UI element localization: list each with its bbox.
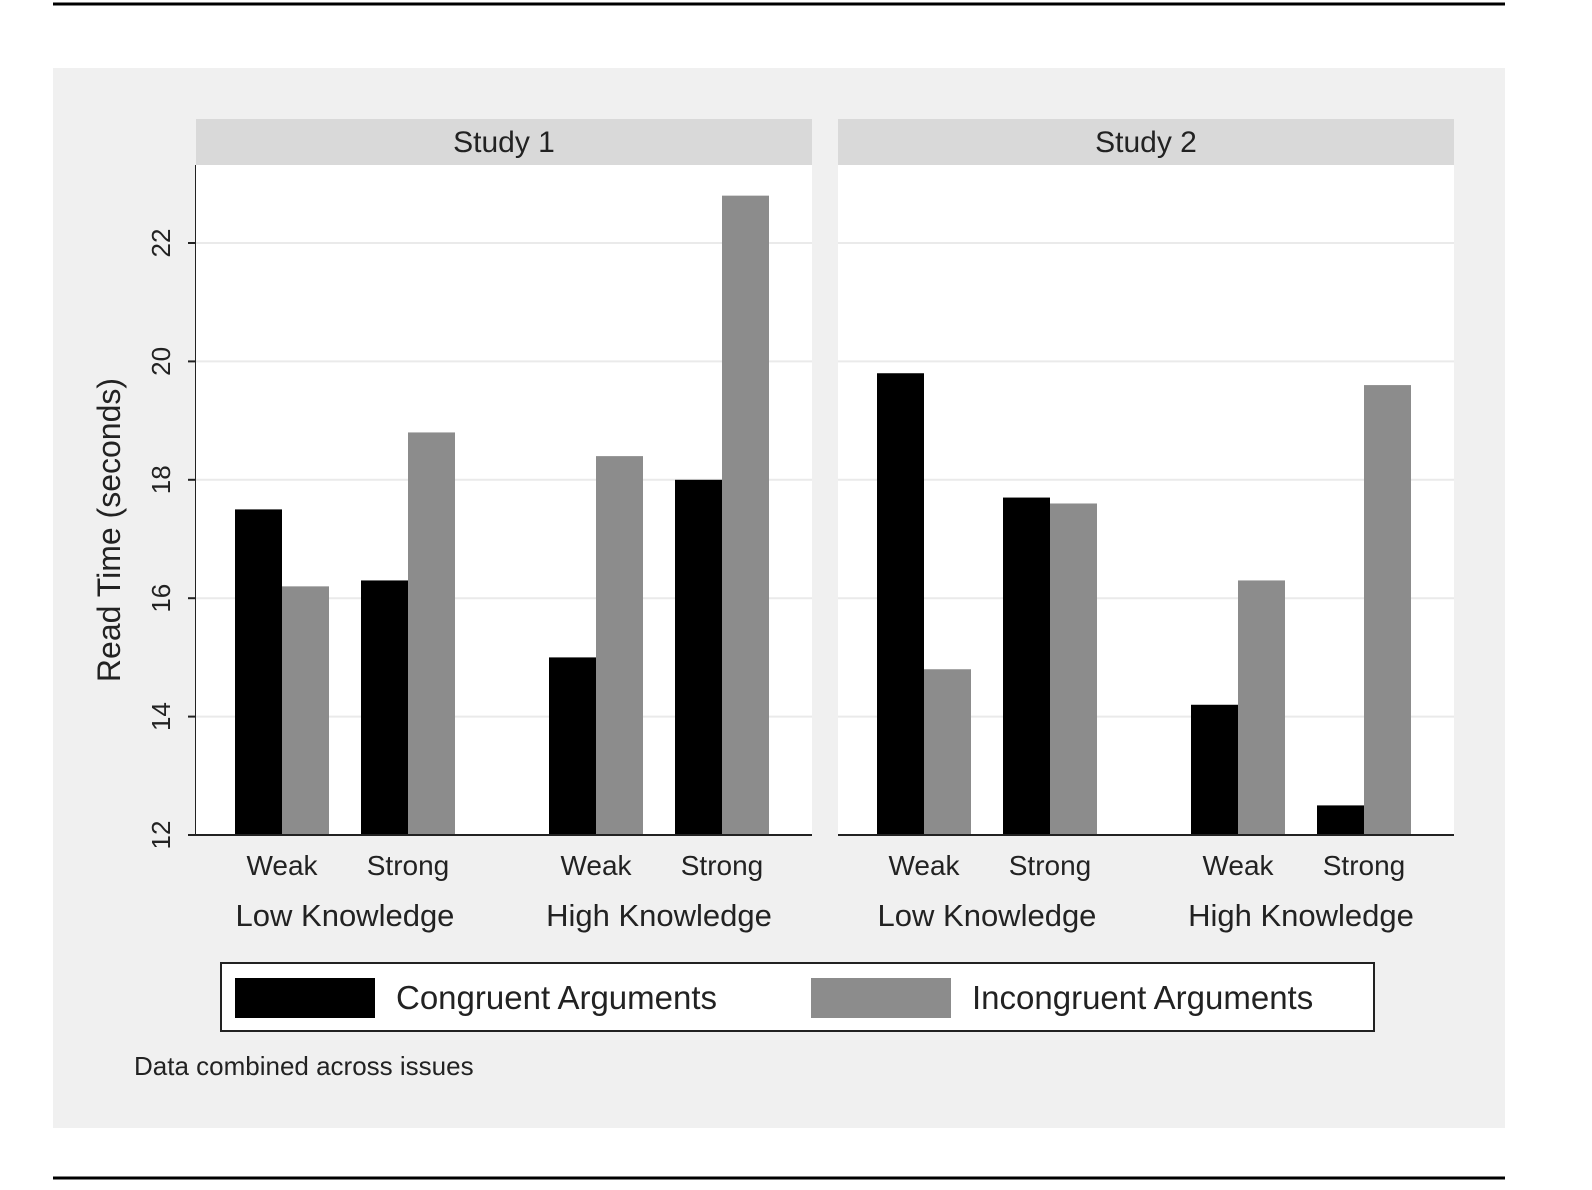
group-label: High Knowledge [1188, 898, 1414, 933]
bar-incongruent [1238, 580, 1285, 835]
group-label: Low Knowledge [236, 898, 455, 933]
bar-congruent [1317, 805, 1364, 835]
panel-2: Study 2 Weak Strong Low Knowledge Weak Strong… [838, 119, 1454, 933]
panel-title: Study 1 [453, 126, 555, 159]
category-label: Strong [1009, 850, 1092, 881]
panels: 12 14 16 18 20 22 Study 1 Weak Strong Low Knowled… [146, 119, 1454, 933]
group-label: High Knowledge [546, 898, 772, 933]
y-tick-label: 18 [146, 465, 176, 494]
legend-label-congruent: Congruent Arguments [396, 979, 717, 1016]
bar-incongruent [1050, 503, 1097, 835]
bar-incongruent [924, 669, 971, 835]
bar-congruent [675, 479, 722, 835]
chart-note: Data combined across issues [134, 1051, 474, 1081]
bar-congruent [361, 580, 408, 835]
panel-strip [196, 119, 812, 165]
y-tick-label: 22 [146, 229, 176, 258]
bar-congruent [877, 373, 924, 835]
legend-label-incongruent: Incongruent Arguments [972, 979, 1313, 1016]
group-label: Low Knowledge [878, 898, 1097, 933]
category-label: Weak [246, 850, 318, 881]
bar-incongruent [1364, 385, 1411, 835]
category-label: Weak [560, 850, 632, 881]
panel-1: Study 1 Weak Strong Low Knowledge Weak Strong… [196, 119, 812, 933]
panel-title: Study 2 [1095, 126, 1197, 159]
bar-congruent [1003, 497, 1050, 835]
bar-incongruent [408, 432, 455, 835]
bar-incongruent [282, 586, 329, 835]
y-axis-label: Read Time (seconds) [91, 378, 127, 682]
category-label: Strong [1323, 850, 1406, 881]
y-tick-label: 14 [146, 702, 176, 731]
category-label: Weak [1202, 850, 1274, 881]
panel-strip [838, 119, 1454, 165]
bar-incongruent [722, 195, 769, 835]
y-tick-label: 16 [146, 584, 176, 613]
legend-swatch-congruent [235, 978, 375, 1018]
bar-congruent [549, 657, 596, 835]
legend: Congruent Arguments Incongruent Argument… [220, 962, 1375, 1032]
legend-box [220, 962, 1375, 1032]
category-label: Weak [888, 850, 960, 881]
bar-congruent [1191, 704, 1238, 835]
y-tick-label: 12 [146, 821, 176, 850]
bar-congruent [235, 509, 282, 835]
y-tick-label: 20 [146, 347, 176, 376]
legend-swatch-incongruent [811, 978, 951, 1018]
bar-incongruent [596, 456, 643, 835]
category-label: Strong [681, 850, 764, 881]
category-label: Strong [367, 850, 450, 881]
